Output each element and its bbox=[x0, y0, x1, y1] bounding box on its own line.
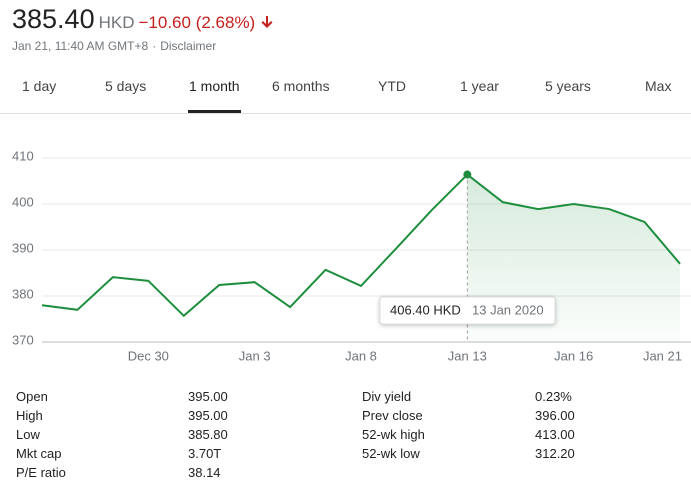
range-tab[interactable]: YTD bbox=[378, 78, 406, 94]
y-tick-label: 410 bbox=[12, 148, 34, 163]
range-tabs: 1 day 5 days 1 month 6 months YTD 1 year 5 yea… bbox=[0, 72, 691, 114]
stat-value: 395.00 bbox=[188, 408, 228, 423]
stat-value: 0.23% bbox=[535, 389, 572, 404]
range-tab[interactable]: 5 years bbox=[545, 78, 591, 94]
range-tab[interactable]: 5 days bbox=[105, 78, 147, 94]
hover-point bbox=[463, 170, 472, 179]
price-line bbox=[41, 173, 681, 318]
tooltip-date: 13 Jan 2020 bbox=[472, 302, 544, 317]
subheader: Jan 21, 11:40 AM GMT+8 · Disclaimer bbox=[12, 39, 220, 53]
timestamp: Jan 21, 11:40 AM GMT+8 bbox=[12, 39, 149, 53]
stat-value: 38.14 bbox=[188, 465, 221, 480]
down-arrow bbox=[261, 16, 273, 28]
range-tab[interactable]: 1 year bbox=[460, 78, 499, 94]
y-tick-label: 390 bbox=[12, 240, 34, 255]
y-tick-label: 400 bbox=[12, 194, 34, 209]
x-tick-label: Jan 8 bbox=[345, 348, 377, 363]
y-tick-label: 380 bbox=[12, 286, 34, 301]
x-tick-label: Dec 30 bbox=[128, 348, 169, 363]
stat-label: Div yield bbox=[362, 389, 412, 404]
stat-value: 385.80 bbox=[188, 427, 228, 442]
stat-label: 52-wk high bbox=[362, 427, 425, 442]
tooltip-box bbox=[379, 296, 556, 325]
tooltip-value: 406.40 HKD bbox=[390, 302, 461, 317]
stat-label: Mkt cap bbox=[16, 446, 62, 461]
x-tick-label: Jan 21 bbox=[643, 348, 682, 363]
x-tick-label: Jan 3 bbox=[239, 348, 271, 363]
price-chart: 370 380 390 400 410 Dec 30 Jan 3 Jan 8 Jan 13 Jan… bbox=[12, 148, 691, 363]
stat-label: High bbox=[16, 408, 43, 423]
stat-value: 396.00 bbox=[535, 408, 575, 423]
stat-label: P/E ratio bbox=[16, 465, 66, 480]
range-tab[interactable]: Max bbox=[645, 78, 672, 94]
stat-label: Prev close bbox=[362, 408, 423, 423]
disclaimer-link[interactable]: Disclaimer bbox=[160, 39, 217, 53]
stat-value: 395.00 bbox=[188, 389, 228, 404]
currency: HKD bbox=[98, 13, 135, 32]
quote-header: 385.40 HKD −10.60 (2.68%) bbox=[12, 4, 274, 35]
y-tick-label: 370 bbox=[12, 332, 34, 347]
x-tick-label: Jan 13 bbox=[448, 348, 487, 363]
price-change: −10.60 (2.68%) bbox=[138, 13, 256, 32]
range-tab[interactable]: 1 day bbox=[22, 78, 57, 94]
x-tick-label: Jan 16 bbox=[554, 348, 593, 363]
separator: · bbox=[152, 39, 157, 53]
stat-label: Open bbox=[16, 389, 48, 404]
stat-value: 312.20 bbox=[535, 446, 575, 461]
range-tab[interactable]: 1 month bbox=[189, 78, 240, 94]
selected-underline bbox=[188, 110, 241, 113]
stat-label: 52-wk low bbox=[362, 446, 420, 461]
range-tab[interactable]: 6 months bbox=[272, 78, 330, 94]
stat-value: 3.70T bbox=[188, 446, 222, 461]
price: 385.40 bbox=[12, 4, 95, 34]
stat-label: Low bbox=[16, 427, 40, 442]
stat-value: 413.00 bbox=[535, 427, 575, 442]
